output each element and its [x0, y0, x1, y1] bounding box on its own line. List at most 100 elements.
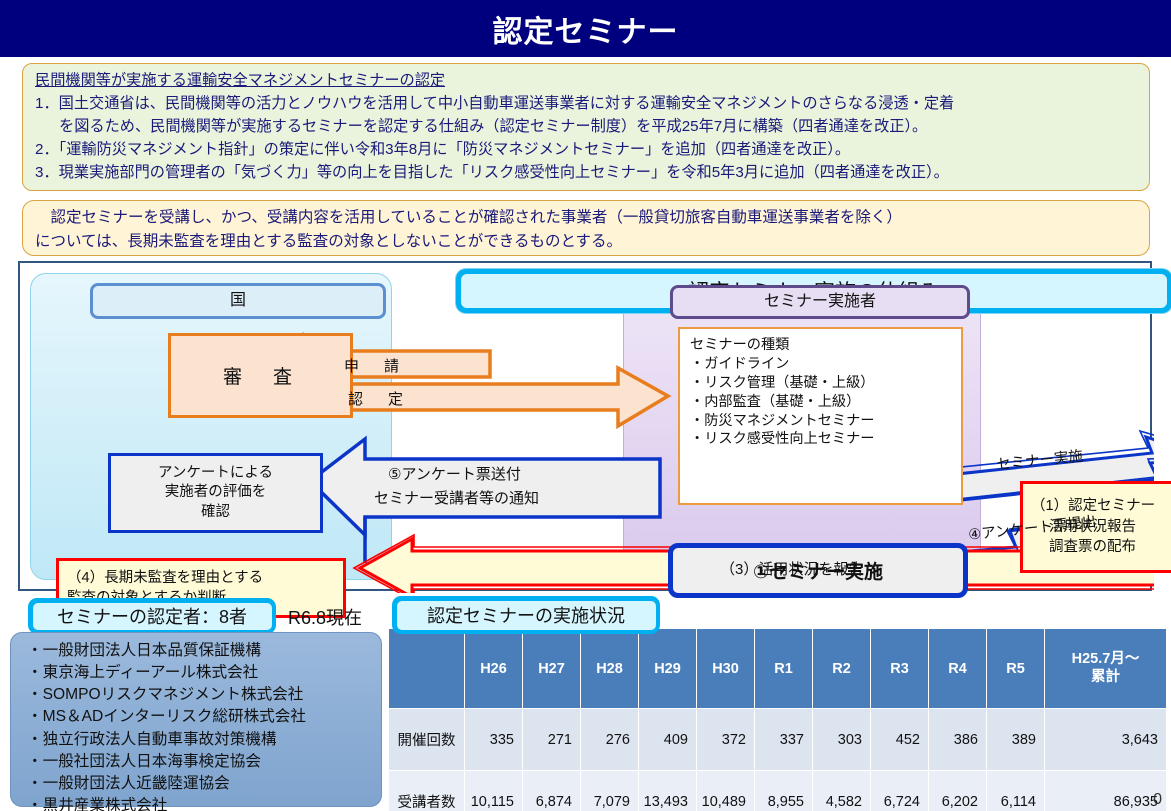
slide-header: 認定セミナー [0, 0, 1171, 57]
table-col-header: R2 [812, 628, 871, 709]
table-cell: 303 [812, 708, 871, 771]
cumulative-header-line2: 累計 [1091, 668, 1120, 685]
table-cell: 4,582 [812, 770, 871, 811]
box-usage-survey-line3: 調査票の配布 [1049, 539, 1136, 556]
box-usage-survey-line2: 活用状況報告 [1049, 518, 1136, 535]
yellow-note-line1: 認定セミナーを受講し、かつ、受講内容を活用していることが確認された事業者（一般貸… [35, 209, 902, 226]
table-cell: 6,202 [928, 770, 987, 811]
table-cell: 6,724 [870, 770, 929, 811]
table-col-header: H30 [696, 628, 755, 709]
seminar-type-item: ・リスク感受性向上セミナー [690, 431, 875, 448]
panel-government [30, 273, 392, 580]
box-audit-judgement-line1: （4）長期未監査を理由とする [67, 569, 264, 586]
table-row: 開催回数 335 271 276 409 372 337 303 452 386… [388, 708, 1167, 771]
table-cell-cumulative: 3,643 [1044, 708, 1167, 771]
arrow-seminar-delivery-label: セミナー実施 [995, 448, 1084, 474]
table-cell: 409 [638, 708, 697, 771]
table-col-header-cumulative: H25.7月～ 累計 [1044, 628, 1167, 709]
table-cell: 386 [928, 708, 987, 771]
table-cell: 13,493 [638, 770, 697, 811]
table-cell: 6,114 [986, 770, 1045, 811]
table-cell: 452 [870, 708, 929, 771]
table-header-row: H26 H27 H28 H29 H30 R1 R2 R3 R4 R5 H25.7… [388, 628, 1167, 709]
table-row-label: 受講者数 [388, 770, 465, 811]
box-seminar-implementation: ①セミナー実施 [668, 543, 968, 598]
table-col-header: R3 [870, 628, 929, 709]
arrow-enquete-send-label2: セミナー受講者等の通知 [374, 490, 540, 507]
yellow-note-line2: については、長期未監査を理由とする監査の対象としないことができるものとする。 [35, 233, 622, 251]
list-item: ・独立行政法人自動車事故対策機構 [27, 730, 277, 748]
green-note-box: 民間機関等が実施する運輸安全マネジメントセミナーの認定 1．国土交通省は、民間機… [22, 63, 1150, 191]
box-evaluation-line3: 確認 [201, 503, 230, 520]
yellow-note-box: 認定セミナーを受講し、かつ、受講内容を活用していることが確認された事業者（一般貸… [22, 200, 1150, 256]
seminar-type-item: ・リスク管理（基礎・上級） [690, 374, 875, 391]
green-note-heading: 民間機関等が実施する運輸安全マネジメントセミナーの認定 [35, 72, 446, 89]
stats-title-pill: 認定セミナーの実施状況 [392, 596, 660, 634]
seminar-types-heading: セミナーの種類 [690, 337, 790, 353]
green-note-item1-line1: 1．国土交通省は、民間機関等の活力とノウハウを活用して中小自動車運送事業者に対す… [35, 95, 955, 113]
table-col-header: H28 [580, 628, 639, 709]
arrow-certification-label: 認 定 [348, 391, 409, 408]
seminar-type-item: ・内部監査（基礎・上級） [690, 393, 861, 410]
box-examination-label: 審 査 [222, 367, 298, 388]
table-cell: 372 [696, 708, 755, 771]
certifier-asof-date: R6.8現在 [288, 608, 363, 628]
box-usage-survey-distribution: （1）認定セミナー 活用状況報告 調査票の配布 [1020, 481, 1171, 573]
table-cell: 389 [986, 708, 1045, 771]
table-row: 受講者数 10,115 6,874 7,079 13,493 10,489 8,… [388, 770, 1167, 811]
table-corner-cell [388, 628, 465, 709]
stats-table: H26 H27 H28 H29 H30 R1 R2 R3 R4 R5 H25.7… [388, 628, 1167, 811]
table-cell: 335 [464, 708, 523, 771]
table-cell: 271 [522, 708, 581, 771]
list-item: ・SOMPOリスクマネジメント株式会社 [27, 686, 304, 704]
list-item: ・MS＆ADインターリスク総研株式会社 [27, 708, 306, 726]
green-note-item1-line2: を図るため、民間機関等が実施するセミナーを認定する仕組み（認定セミナー制度）を平… [59, 118, 928, 136]
box-examination: 審 査 [168, 333, 353, 418]
list-item: ・一般財団法人近畿陸運協会 [27, 774, 230, 792]
list-item: ・黒井産業株式会社 [27, 796, 168, 811]
box-evaluation-line1: アンケートによる [158, 464, 273, 481]
chip-implementer: セミナー実施者 [670, 285, 970, 319]
table-cell: 10,115 [464, 770, 523, 811]
list-item: ・東京海上ディーアール株式会社 [27, 664, 259, 682]
box-evaluation-line2: 実施者の評価を [164, 484, 267, 501]
table-cell: 276 [580, 708, 639, 771]
arrow-application-label: 申 請 [344, 358, 405, 375]
list-item: ・一般財団法人日本品質保証機構 [27, 642, 261, 659]
box-seminar-implementation-label: ①セミナー実施 [752, 562, 884, 583]
table-col-header: R4 [928, 628, 987, 709]
table-cell: 337 [754, 708, 813, 771]
table-col-header: H27 [522, 628, 581, 709]
certifier-title-pill: セミナーの認定者：8者 [28, 598, 276, 634]
flow-diagram: 認定セミナー実施の仕組み 国 セミナー実施者 セミナー受講者 （自動車運送事業者… [18, 261, 1171, 618]
table-cell: 7,079 [580, 770, 639, 811]
table-col-header: R1 [754, 628, 813, 709]
chip-implementer-label: セミナー実施者 [763, 292, 876, 310]
cumulative-header-line1: H25.7月～ [1071, 651, 1140, 668]
chip-government-label: 国 [229, 291, 246, 309]
stats-title-label: 認定セミナーの実施状況 [395, 599, 657, 631]
table-cell-cumulative: 86,935 [1044, 770, 1167, 811]
box-usage-survey-line1: （1）認定セミナー [1031, 498, 1156, 515]
certifier-title-label: セミナーの認定者：8者 [31, 601, 273, 631]
table-col-header: H29 [638, 628, 697, 709]
seminar-type-item: ・ガイドライン [690, 355, 790, 372]
page-number: 0 [1153, 791, 1162, 808]
box-seminar-types: セミナーの種類 ・ガイドライン ・リスク管理（基礎・上級） ・内部監査（基礎・上… [678, 327, 963, 505]
table-col-header: H26 [464, 628, 523, 709]
arrow-enquete-send-label1: ⑤アンケート票送付 [388, 466, 521, 483]
table-cell: 10,489 [696, 770, 755, 811]
chip-government: 国 [90, 283, 386, 319]
certifier-list: ・一般財団法人日本品質保証機構 ・東京海上ディーアール株式会社 ・SOMPOリス… [10, 632, 382, 811]
arrow-report-usage-label: （3）活用状況を報告 [720, 561, 864, 578]
table-col-header: R5 [986, 628, 1045, 709]
list-item: ・一般社団法人日本海事検定協会 [27, 752, 261, 770]
table-cell: 6,874 [522, 770, 581, 811]
page-title: 認定セミナー [492, 15, 679, 49]
seminar-type-item: ・防災マネジメントセミナー [690, 412, 875, 429]
table-cell: 8,955 [754, 770, 813, 811]
table-row-label: 開催回数 [388, 708, 465, 771]
box-evaluation-check: アンケートによる 実施者の評価を 確認 [108, 453, 323, 533]
green-note-item2: 2．「運輸防災マネジメント指針」の策定に伴い令和3年8月に「防災マネジメントセミ… [35, 141, 851, 159]
